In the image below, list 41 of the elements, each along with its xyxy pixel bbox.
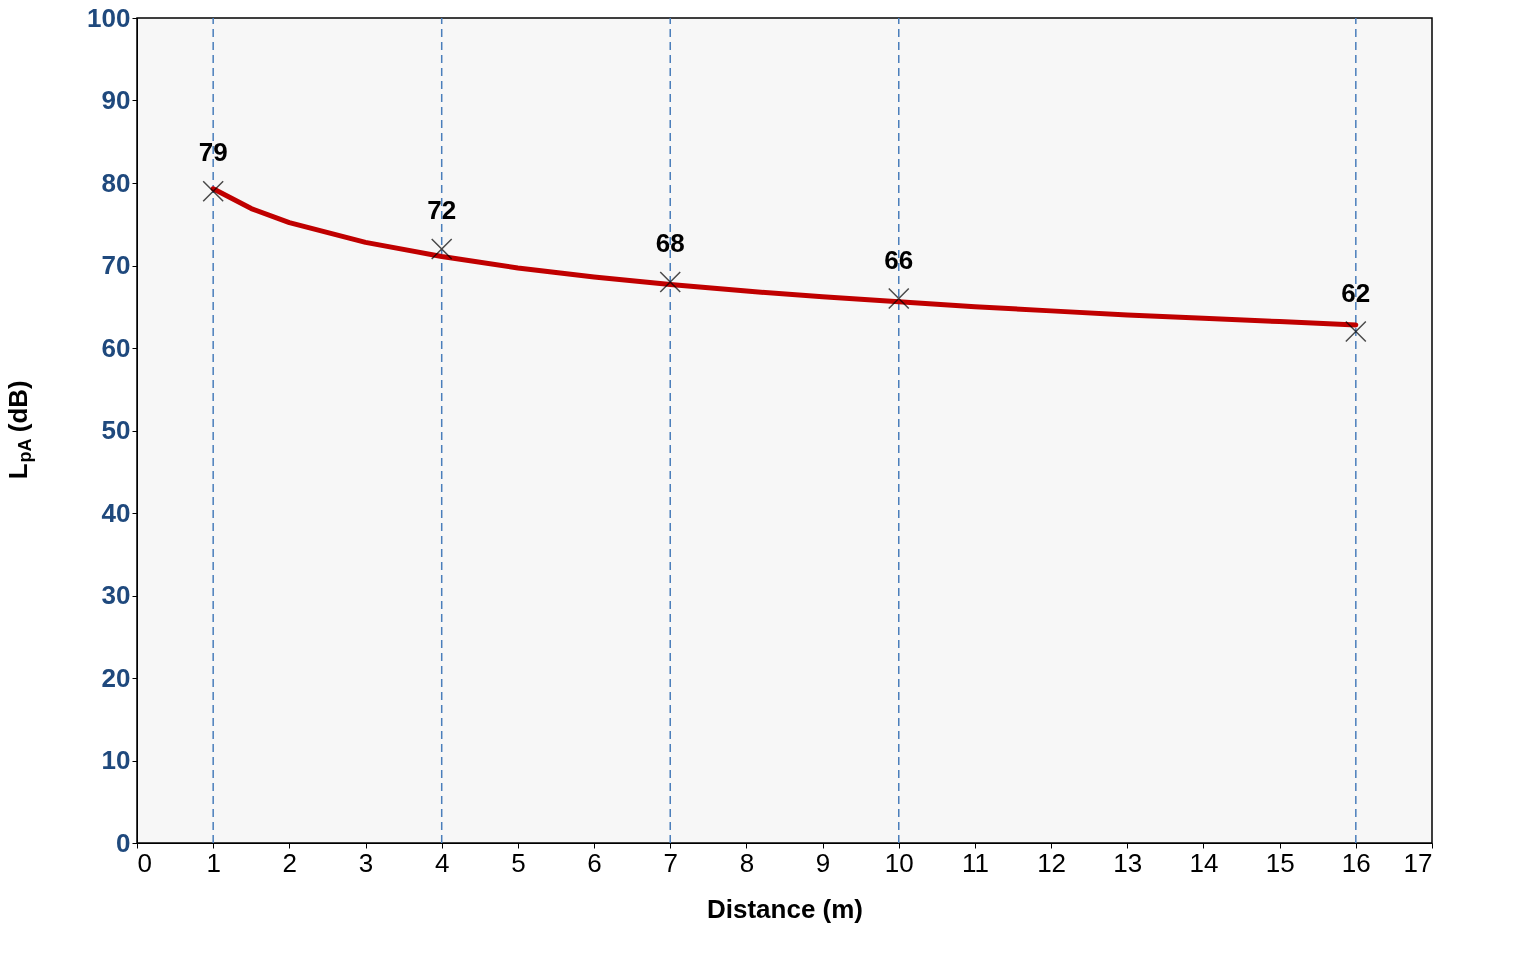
y-tick-label: 80 bbox=[101, 167, 131, 198]
x-tick-label: 16 bbox=[1341, 847, 1371, 878]
x-tick-label: 7 bbox=[663, 847, 678, 878]
x-tick-label: 2 bbox=[282, 847, 298, 878]
y-tick-label: 50 bbox=[101, 415, 131, 445]
x-tick-label: 5 bbox=[511, 847, 526, 878]
data-label: 79 bbox=[198, 137, 228, 168]
x-tick-label: 14 bbox=[1189, 847, 1219, 878]
y-axis-title: LpA (dB) bbox=[3, 380, 35, 480]
x-tick-label: 1 bbox=[206, 847, 221, 878]
x-tick-label: 8 bbox=[739, 847, 755, 878]
y-tick-label: 100 bbox=[87, 2, 131, 33]
x-tick-label: 10 bbox=[884, 847, 914, 878]
data-label: 66 bbox=[884, 244, 914, 275]
x-tick-label: 3 bbox=[358, 847, 374, 878]
point bbox=[202, 180, 224, 202]
y-tick-label: 30 bbox=[101, 580, 131, 610]
x-tick-label: 13 bbox=[1113, 847, 1143, 878]
point bbox=[659, 271, 681, 293]
y-tick-label: 90 bbox=[101, 85, 131, 115]
x-tick-label: 12 bbox=[1037, 847, 1067, 878]
x-tick-label: 9 bbox=[815, 847, 831, 878]
x-tick-label: 15 bbox=[1265, 847, 1295, 878]
x-tick-label: 11 bbox=[961, 847, 989, 878]
point bbox=[430, 238, 453, 260]
y-tick-label: 70 bbox=[101, 250, 131, 280]
x-tick-label: 6 bbox=[587, 847, 602, 878]
point bbox=[1345, 320, 1367, 343]
point bbox=[888, 287, 910, 310]
x-axis-title: Distance (m) bbox=[706, 893, 864, 924]
y-tick-label: 0 bbox=[116, 827, 131, 858]
y-tick-label: 40 bbox=[101, 497, 131, 528]
y-tick-label: 10 bbox=[101, 745, 131, 775]
y-tick-label: 20 bbox=[101, 662, 131, 693]
x-tick-label: 17 bbox=[1403, 847, 1433, 878]
data-label: 62 bbox=[1341, 277, 1371, 308]
data-label: 72 bbox=[427, 195, 457, 225]
data-label: 68 bbox=[655, 228, 685, 258]
x-tick-label: 0 bbox=[137, 847, 152, 878]
x-tick-label: 4 bbox=[434, 847, 450, 878]
y-tick-label: 60 bbox=[101, 332, 131, 363]
